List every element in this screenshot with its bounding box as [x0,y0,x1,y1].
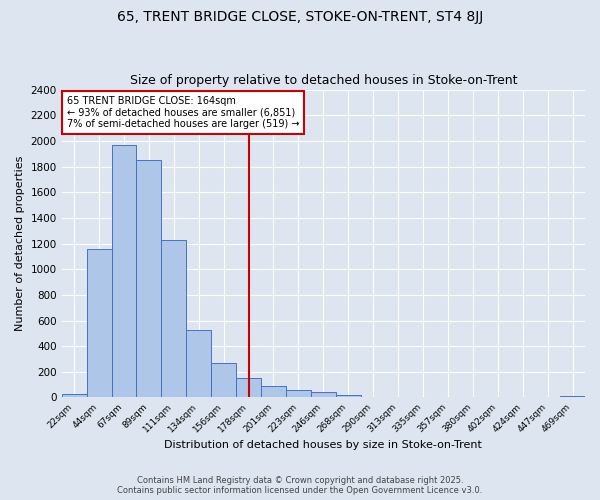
Bar [112,144,136,398]
Bar [336,395,361,398]
Bar [261,386,286,398]
Bar [62,394,86,398]
Bar [136,160,161,398]
Bar [311,392,336,398]
Bar [86,248,112,398]
X-axis label: Distribution of detached houses by size in Stoke-on-Trent: Distribution of detached houses by size … [164,440,482,450]
Bar [386,397,410,398]
Bar [560,396,585,398]
Bar [161,240,186,398]
Bar [186,330,211,398]
Text: Contains HM Land Registry data © Crown copyright and database right 2025.
Contai: Contains HM Land Registry data © Crown c… [118,476,482,495]
Title: Size of property relative to detached houses in Stoke-on-Trent: Size of property relative to detached ho… [130,74,517,87]
Bar [286,390,311,398]
Bar [211,363,236,398]
Text: 65 TRENT BRIDGE CLOSE: 164sqm
← 93% of detached houses are smaller (6,851)
7% of: 65 TRENT BRIDGE CLOSE: 164sqm ← 93% of d… [67,96,299,129]
Text: 65, TRENT BRIDGE CLOSE, STOKE-ON-TRENT, ST4 8JJ: 65, TRENT BRIDGE CLOSE, STOKE-ON-TRENT, … [117,10,483,24]
Y-axis label: Number of detached properties: Number of detached properties [15,156,25,331]
Bar [361,397,386,398]
Bar [236,378,261,398]
